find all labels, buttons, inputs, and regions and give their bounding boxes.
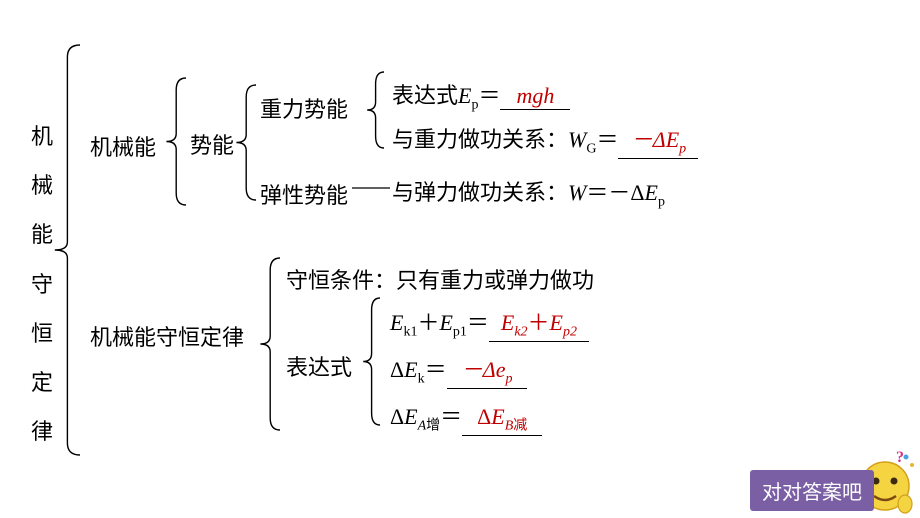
gravity-brace xyxy=(367,72,384,148)
law-eq1: Ek1＋Ep1＝Ek2＋Ep2 xyxy=(390,305,589,342)
elastic-relation: 与弹力做功关系：W＝－ΔEp xyxy=(392,175,665,210)
pe-brace xyxy=(236,85,256,200)
law-expr-label: 表达式 xyxy=(286,350,352,382)
gravity-relation: 与重力做功关系：WG＝－ΔEp xyxy=(392,122,698,159)
pe-elastic: 弹性势能 xyxy=(260,178,348,210)
branch-mech-law: 机械能守恒定律 xyxy=(90,320,244,352)
svg-text:?: ? xyxy=(896,449,904,466)
law-brace xyxy=(260,258,280,430)
gravity-expr: 表达式Ep＝mgh xyxy=(392,78,570,113)
check-answer-button[interactable]: 对对答案吧 xyxy=(750,470,874,511)
mech-energy-brace xyxy=(166,78,186,205)
branch-mech-energy: 机械能 xyxy=(90,130,156,162)
expr-brace xyxy=(363,298,380,425)
pe-gravity: 重力势能 xyxy=(260,92,348,124)
root-label: 机械能守恒定律 xyxy=(30,105,54,463)
law-eq3: ΔEA增＝ΔEB减 xyxy=(390,399,542,436)
law-eq2: ΔEk＝－Δep xyxy=(390,352,527,389)
root-brace xyxy=(55,45,80,455)
button-label: 对对答案吧 xyxy=(762,482,862,504)
pe-node: 势能 xyxy=(190,128,234,160)
law-condition: 守恒条件：只有重力或弹力做功 xyxy=(286,263,594,295)
